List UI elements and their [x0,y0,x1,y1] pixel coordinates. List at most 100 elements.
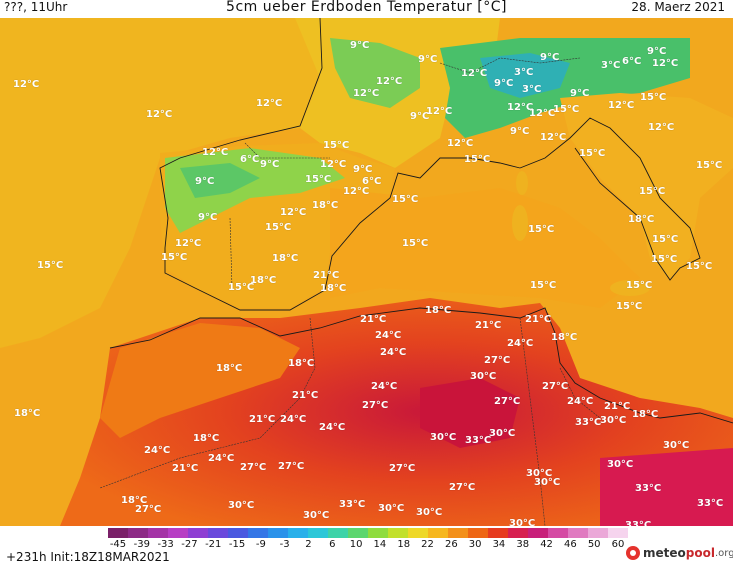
temperature-label: 30°C [526,468,553,479]
temperature-label: 18°C [628,214,655,225]
map-header: ???, 11Uhr 5cm ueber Erdboden Temperatur… [0,0,733,18]
temperature-label: 15°C [530,280,557,291]
legend-tick-label: 30 [468,539,482,550]
legend-swatch [588,528,609,538]
temperature-label: 21°C [360,314,387,325]
temperature-label: 12°C [376,76,403,87]
temperature-label: 30°C [378,503,405,514]
temperature-label: 9°C [353,164,373,175]
temperature-label: 18°C [425,305,452,316]
temperature-label: 15°C [528,224,555,235]
sahara-hot-region [420,378,520,448]
legend-swatch [108,528,129,538]
map-title: 5cm ueber Erdboden Temperatur [°C] [226,0,507,15]
temperature-label: 12°C [540,132,567,143]
temperature-label: 9°C [494,78,514,89]
legend-tick-label: 50 [587,539,601,550]
legend-swatch [288,528,309,538]
temperature-label: 27°C [278,461,305,472]
temperature-label: 15°C [323,140,350,151]
legend-swatch [528,528,549,538]
temperature-label: 33°C [635,483,662,494]
italy-land [560,93,733,278]
temperature-label: 30°C [470,371,497,382]
legend-tick-label: -39 [133,539,150,550]
temperature-label: 15°C [686,261,713,272]
temperature-label: 33°C [465,435,492,446]
temperature-label: 12°C [426,106,453,117]
temperature-label: 9°C [647,46,667,57]
temperature-label: 9°C [410,111,430,122]
temperature-label: 33°C [339,499,366,510]
atlantic-ocean [0,18,330,348]
temperature-label: 21°C [249,414,276,425]
temperature-label: 6°C [362,176,382,187]
temperature-label: 15°C [392,194,419,205]
color-legend: -45 -39 -33 -27 -21 -15 -9 -3 2 6 10 14 18 22 26 30 34 38… [0,526,733,566]
temperature-label: 27°C [240,462,267,473]
atlas-warm-region [100,323,300,438]
run-label: ???, 11Uhr [4,0,68,14]
legend-swatch [348,528,369,538]
temperature-label: 24°C [375,330,402,341]
temperature-label: 9°C [260,159,280,170]
legend-tick-label: -3 [279,539,290,550]
temperature-label: 30°C [430,432,457,443]
legend-color-bar [108,528,628,538]
temperature-label: 27°C [135,504,162,515]
temperature-label: 15°C [553,104,580,115]
temperature-label: 15°C [696,160,723,171]
temperature-label: 21°C [292,390,319,401]
temperature-label: 12°C [175,238,202,249]
temperature-label: 9°C [540,52,560,63]
legend-tick-label: 18 [397,539,411,550]
temperature-label: 24°C [507,338,534,349]
temperature-label: 18°C [250,275,277,286]
temperature-label: 18°C [288,358,315,369]
sicily-island [610,280,650,296]
legend-tick-label: -15 [228,539,246,550]
temperature-label: 24°C [319,422,346,433]
legend-tick-label: 46 [564,539,577,550]
legend-swatch [508,528,529,538]
legend-swatch [488,528,509,538]
temperature-label: 15°C [265,222,292,233]
temperature-label: 15°C [305,174,332,185]
map-canvas [0,18,733,526]
temperature-label: 12°C [507,102,534,113]
temperature-label: 15°C [616,301,643,312]
temperature-label: 21°C [172,463,199,474]
temperature-label: 24°C [380,347,407,358]
legend-swatch [448,528,469,538]
temperature-label: 12°C [652,58,679,69]
legend-swatch [408,528,429,538]
temperature-label: 12°C [320,159,347,170]
meteopool-logo[interactable]: meteo pool .org [626,546,733,560]
temperature-label: 15°C [651,254,678,265]
temperature-label: 15°C [626,280,653,291]
temperature-label: 15°C [228,282,255,293]
temperature-label: 12°C [146,109,173,120]
temperature-label: 12°C [13,79,40,90]
legend-swatch [388,528,409,538]
legend-tick-label: 10 [349,539,363,550]
legend-tick-label: 22 [421,539,434,550]
logo-text-meteo: meteo [643,546,686,560]
legend-swatch [428,528,449,538]
legend-tick-label: 42 [540,539,553,550]
sardinia-island [512,205,528,241]
temperature-label: 18°C [551,332,578,343]
temperature-label: 24°C [208,453,235,464]
legend-tick-label: 26 [444,539,458,550]
legend-swatch [128,528,149,538]
legend-swatch [188,528,209,538]
legend-tick-label: -33 [157,539,174,550]
temperature-label: 21°C [475,320,502,331]
legend-tick-label: 34 [492,539,506,550]
legend-swatch [328,528,349,538]
temperature-label: 30°C [600,415,627,426]
alps-coldest-region [480,53,570,98]
temperature-label: 24°C [567,396,594,407]
legend-swatch [268,528,289,538]
temperature-label: 30°C [228,500,255,511]
